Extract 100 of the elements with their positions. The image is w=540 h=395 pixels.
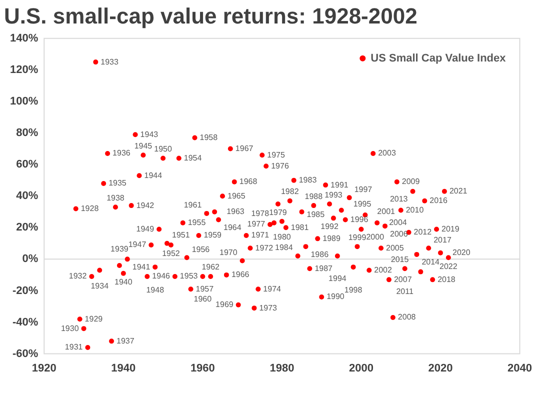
annotation: 2012 [414,228,432,237]
annotation: 2009 [402,177,420,186]
annotation: 1978 [251,209,270,218]
annotation: 1964 [224,222,242,232]
annotation: 1941 [132,262,151,272]
x-tick-label: 1940 [111,362,136,374]
annotation: 1943 [140,130,159,139]
annotation: 1974 [263,284,282,294]
annotation: 1965 [227,191,246,200]
annotation: 1934 [90,281,110,290]
annotation: 2002 [374,265,392,274]
annotation: 1996 [350,214,369,224]
annotation: 2022 [440,262,458,271]
annotation: 1961 [184,200,202,210]
annotation: 1946 [152,272,171,281]
annotation: 1999 [348,232,367,242]
y-tick-label: 40% [16,190,38,202]
annotation: 1972 [255,243,274,252]
annotation: 1971 [251,230,270,240]
annotation: 1984 [275,243,294,252]
annotation: 1944 [144,170,163,180]
annotation: 1935 [108,178,127,188]
annotation: 1956 [192,244,210,254]
y-tick-label: 120% [10,64,38,76]
annotation: 1991 [330,180,349,190]
annotation: 1981 [290,222,310,232]
annotation: 2007 [394,274,412,284]
y-tick-label: 0% [22,253,38,266]
y-tick-label: -60% [12,348,38,360]
annotation: 1963 [226,207,245,216]
annotation: 1985 [306,210,326,220]
y-tick-label: -20% [12,284,38,297]
annotation: 1954 [184,153,202,162]
annotation: 1975 [267,150,286,160]
x-tick-label: 1980 [270,362,294,374]
annotation: 2016 [430,196,448,206]
annotation: 1931 [64,342,84,352]
annotation: 1948 [146,285,165,294]
annotation: 2008 [398,312,416,322]
annotation: 1997 [354,184,373,194]
annotation: 1958 [200,132,218,142]
annotation: 1952 [162,249,180,258]
annotation: 1977 [247,220,266,229]
y-tick-label: -40% [12,316,38,328]
annotation: 1939 [110,244,129,254]
annotation: 1970 [220,248,238,257]
annotation: 1995 [353,199,372,208]
annotation: 2011 [396,286,414,296]
annotation: 1998 [344,285,363,294]
chart-title: U.S. small-cap value returns: 1928-2002 [4,3,418,28]
annotation: 1928 [80,204,100,213]
annotation: 2014 [422,258,440,267]
y-tick-label: 20% [16,222,38,234]
annotation: 2004 [389,218,408,228]
annotation: 1950 [154,144,172,154]
annotation: 1968 [239,177,258,186]
annotation: 1949 [136,224,155,234]
annotation: 1937 [116,336,135,346]
annotation: 1969 [216,300,234,310]
y-tick-label: 100% [10,96,38,108]
annotation: 1994 [328,274,347,284]
annotation: 1988 [304,192,324,201]
annotation: 1979 [269,208,288,218]
annotation: 2005 [386,243,404,252]
annotation: 2006 [390,229,408,238]
y-tick-label: 60% [16,158,38,171]
annotation: 1929 [84,314,104,324]
legend-label: US Small Cap Value Index [370,52,507,64]
y-tick-label: 80% [16,127,38,140]
x-tick-label: 2040 [508,362,532,374]
annotation: 1992 [320,222,339,232]
annotation: 1933 [100,57,120,66]
x-tick-label: 1960 [190,362,215,374]
annotation: 1936 [112,148,131,158]
annotation: 2001 [377,207,396,216]
annotation: 1973 [259,303,278,312]
annotation: 1951 [172,230,190,240]
annotation: 1938 [106,193,125,202]
annotation: 1990 [326,292,345,302]
annotation: 1993 [324,190,343,200]
annotation: 1980 [273,232,292,242]
annotation: 1947 [128,240,147,250]
annotation: 2019 [442,224,460,234]
annotation: 1960 [194,294,212,304]
annotation: 1957 [196,284,214,294]
annotation: 1942 [136,200,155,210]
annotation: 1983 [298,176,318,185]
annotation: 2013 [390,194,408,204]
annotation: 2003 [378,148,396,158]
annotation: 1962 [202,262,220,272]
annotation: 1955 [188,218,206,228]
annotation: 2017 [434,235,452,244]
annotation: 2015 [390,255,410,264]
annotation: 2018 [438,274,456,284]
annotation: 1982 [280,187,300,196]
annotation: 1986 [310,250,330,259]
annotation: 2021 [449,186,468,196]
annotation: 1959 [204,230,222,240]
annotation: 2000 [366,232,385,242]
annotation: 1989 [322,234,341,243]
